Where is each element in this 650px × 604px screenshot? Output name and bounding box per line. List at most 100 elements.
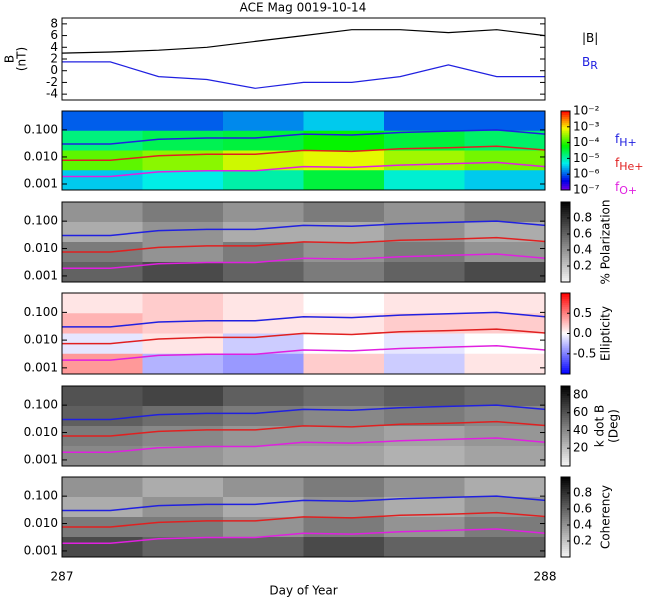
colorbar-step (561, 396, 570, 399)
spectrogram-cell (62, 111, 143, 132)
colorbar-step (561, 335, 570, 339)
spectrogram-cell (384, 130, 465, 151)
colorbar-step (561, 343, 570, 347)
colorbar-frame (560, 385, 571, 467)
y-tick-label: -4 (46, 87, 58, 101)
spectrogram-cell (464, 333, 546, 355)
colorbar-step (561, 410, 570, 413)
colorbar-step (561, 144, 570, 148)
y-tick-label: 6 (50, 28, 58, 42)
colorbar-step (561, 323, 570, 326)
spectrogram-cell (142, 497, 224, 518)
frequency-line (62, 344, 546, 361)
colorbar-step (561, 525, 570, 528)
spectrogram-cell (223, 446, 304, 467)
y-tick-label: 0.001 (24, 176, 58, 190)
spectrogram-cell (384, 477, 465, 498)
frequency-line (62, 511, 546, 528)
frequency-line (62, 528, 546, 545)
spectrogram-cell (142, 170, 224, 191)
spectrogram-cell (464, 537, 546, 558)
colorbar-step (561, 174, 570, 177)
colorbar-step (561, 146, 570, 150)
spectrogram-cell (303, 353, 385, 375)
panel-frame (61, 17, 546, 101)
colorbar-step (561, 182, 570, 185)
spectrogram-cell (464, 353, 546, 375)
colorbar-step (561, 130, 570, 134)
colorbar-tick-label: 10⁻⁴ (573, 135, 600, 149)
y-tick-label: 0.100 (24, 489, 58, 503)
colorbar-step (561, 268, 570, 271)
colorbar-step (561, 114, 570, 118)
spectrogram-cell (464, 242, 546, 263)
colorbar-step (561, 539, 570, 542)
colorbar-step (561, 134, 570, 138)
colorbar-tick-label: 0.0 (573, 326, 592, 340)
colorbar-frame (560, 476, 571, 558)
colorbar-step (561, 122, 570, 126)
colorbar-step (561, 517, 570, 520)
spectrogram-cell (62, 477, 143, 498)
spectrogram-cell (384, 353, 465, 375)
frequency-line (62, 161, 546, 178)
colorbar-step (561, 293, 570, 296)
spectrogram-cell (142, 293, 224, 314)
colorbar-step (561, 272, 570, 275)
spectrogram-cell (223, 517, 304, 538)
colorbar-step (561, 487, 570, 490)
x-axis-label: Day of Year (269, 584, 337, 598)
colorbar-step (561, 126, 570, 130)
colorbar-tick-label: 60 (573, 405, 588, 419)
spectrogram-cell (142, 446, 224, 467)
spectrogram-cell (384, 150, 465, 171)
colorbar-step (561, 124, 570, 128)
colorbar-tick-label: 0.5 (573, 306, 592, 320)
spectrogram-cell (142, 406, 224, 427)
colorbar-tick-label: 10⁻² (573, 104, 600, 118)
legend-label: fHe+ (615, 156, 644, 174)
colorbar-tick-label: 0.6 (573, 227, 592, 241)
spectrogram-cell (464, 293, 546, 314)
frequency-line (62, 420, 546, 437)
colorbar-step (561, 515, 570, 518)
colorbar-step (561, 128, 570, 132)
y-tick-label: 0.010 (24, 516, 58, 530)
legend-subscript: He+ (619, 160, 643, 173)
legend-name: f (615, 180, 620, 194)
spectrogram-cell (62, 313, 143, 334)
spectrogram-cell (384, 333, 465, 355)
colorbar-step (561, 248, 570, 251)
frequency-line (62, 145, 546, 162)
colorbar-step (561, 256, 570, 259)
colorbar-step (561, 319, 570, 322)
legend-name: f (615, 156, 620, 170)
data-line (62, 61, 545, 89)
colorbar-step (561, 402, 570, 405)
colorbar-step (561, 444, 570, 447)
colorbar-step (561, 361, 570, 365)
colorbar-step (561, 535, 570, 538)
y-tick-label: 2 (50, 52, 58, 66)
colorbar-step (561, 394, 570, 397)
colorbar-step (561, 390, 570, 393)
colorbar-step (561, 250, 570, 253)
colorbar-tick-label: 0.8 (573, 211, 592, 225)
colorbar-step (561, 240, 570, 243)
colorbar-step (561, 408, 570, 411)
colorbar-step (561, 363, 570, 367)
colorbar-tick-label: 10⁻⁷ (573, 183, 600, 197)
colorbar-step (561, 216, 570, 219)
x-tick-label: 287 (51, 570, 74, 584)
spectrogram-cell (464, 517, 546, 538)
legend-name: f (615, 132, 620, 146)
spectrogram-cell (303, 446, 385, 467)
colorbar-step (561, 299, 570, 302)
frequency-line (62, 328, 546, 345)
spectrogram-cell (464, 202, 546, 223)
colorbar-tick-label: 0.8 (573, 486, 592, 500)
spectrogram-cell (464, 386, 546, 407)
colorbar-step (561, 545, 570, 548)
colorbar-step (561, 337, 570, 341)
